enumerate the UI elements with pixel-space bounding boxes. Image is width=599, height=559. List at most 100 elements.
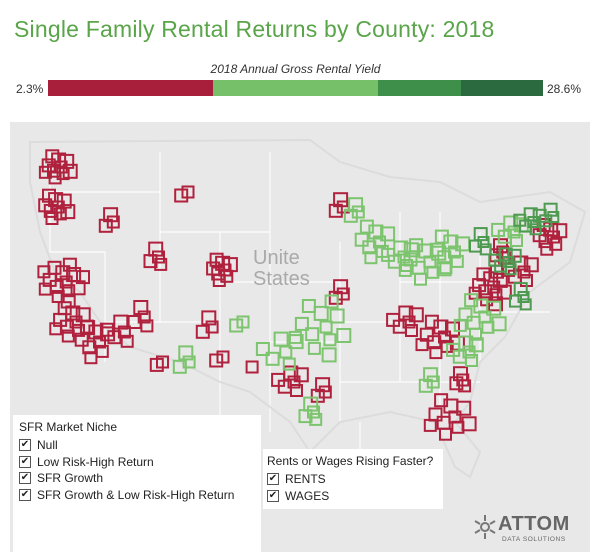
- county-marker[interactable]: [491, 316, 507, 332]
- checkbox-checked-icon[interactable]: ✔: [19, 439, 31, 452]
- county-marker[interactable]: [453, 318, 467, 332]
- county-marker[interactable]: [504, 263, 517, 276]
- county-marker[interactable]: [449, 376, 464, 391]
- county-marker[interactable]: [133, 300, 149, 315]
- county-marker[interactable]: [507, 248, 522, 263]
- county-marker[interactable]: [517, 291, 530, 303]
- county-marker[interactable]: [319, 320, 333, 334]
- county-marker[interactable]: [324, 294, 339, 309]
- county-marker[interactable]: [343, 208, 358, 223]
- niche-option-null[interactable]: ✔ Null: [19, 437, 261, 454]
- county-marker[interactable]: [178, 345, 194, 361]
- county-marker[interactable]: [469, 327, 482, 341]
- county-marker[interactable]: [415, 338, 429, 352]
- county-marker[interactable]: [307, 405, 320, 419]
- checkbox-checked-icon[interactable]: ✔: [267, 489, 279, 502]
- county-marker[interactable]: [293, 367, 309, 383]
- county-marker[interactable]: [458, 379, 472, 393]
- county-marker[interactable]: [473, 227, 488, 242]
- county-marker[interactable]: [209, 252, 224, 267]
- county-marker[interactable]: [309, 412, 323, 426]
- county-marker[interactable]: [148, 241, 164, 257]
- checkbox-checked-icon[interactable]: ✔: [19, 488, 31, 501]
- county-marker[interactable]: [464, 293, 479, 308]
- county-marker[interactable]: [290, 384, 303, 397]
- county-marker[interactable]: [265, 351, 280, 366]
- county-marker[interactable]: [61, 329, 75, 343]
- county-marker[interactable]: [552, 223, 568, 239]
- county-marker[interactable]: [543, 202, 558, 217]
- county-marker[interactable]: [458, 307, 473, 322]
- county-marker[interactable]: [477, 236, 490, 248]
- county-marker[interactable]: [486, 300, 502, 316]
- county-marker[interactable]: [456, 400, 472, 416]
- county-marker[interactable]: [434, 393, 449, 408]
- county-marker[interactable]: [38, 165, 52, 179]
- county-marker[interactable]: [154, 257, 168, 271]
- county-marker[interactable]: [282, 357, 296, 371]
- county-marker[interactable]: [439, 261, 453, 275]
- county-marker[interactable]: [79, 319, 94, 334]
- county-marker[interactable]: [386, 312, 401, 327]
- county-marker[interactable]: [120, 334, 134, 348]
- county-marker[interactable]: [354, 232, 369, 247]
- county-marker[interactable]: [305, 327, 320, 342]
- county-marker[interactable]: [472, 278, 487, 293]
- checkbox-checked-icon[interactable]: ✔: [267, 473, 279, 486]
- niche-option-low-risk-high-return[interactable]: ✔ Low Risk-High Return: [19, 454, 261, 471]
- county-marker[interactable]: [140, 319, 154, 333]
- rents-option-wages[interactable]: ✔ WAGES: [267, 488, 443, 505]
- county-marker[interactable]: [418, 378, 433, 393]
- county-marker[interactable]: [488, 296, 503, 312]
- county-marker[interactable]: [113, 314, 129, 330]
- county-marker[interactable]: [82, 340, 97, 355]
- county-marker[interactable]: [201, 310, 217, 326]
- county-marker[interactable]: [411, 260, 426, 275]
- county-marker[interactable]: [307, 341, 321, 355]
- county-marker[interactable]: [333, 279, 349, 295]
- county-marker[interactable]: [107, 330, 122, 345]
- county-marker[interactable]: [434, 229, 449, 244]
- county-marker[interactable]: [49, 322, 63, 336]
- rents-option-rents[interactable]: ✔ RENTS: [267, 471, 443, 488]
- county-marker[interactable]: [103, 207, 119, 223]
- county-marker[interactable]: [359, 219, 374, 234]
- county-marker[interactable]: [461, 416, 477, 432]
- county-marker[interactable]: [510, 234, 523, 247]
- county-marker[interactable]: [303, 396, 319, 412]
- county-marker[interactable]: [255, 342, 270, 356]
- county-marker[interactable]: [513, 282, 528, 297]
- county-marker[interactable]: [465, 354, 478, 367]
- county-marker[interactable]: [45, 149, 60, 164]
- county-marker[interactable]: [409, 238, 424, 253]
- county-marker[interactable]: [38, 198, 53, 213]
- county-marker[interactable]: [41, 158, 56, 173]
- county-marker[interactable]: [445, 321, 460, 337]
- county-marker[interactable]: [60, 204, 76, 220]
- county-marker[interactable]: [547, 211, 560, 223]
- county-marker[interactable]: [205, 320, 219, 334]
- county-marker[interactable]: [182, 355, 196, 369]
- county-marker[interactable]: [273, 331, 289, 347]
- county-marker[interactable]: [212, 274, 226, 287]
- county-marker[interactable]: [62, 257, 77, 272]
- county-marker[interactable]: [98, 218, 113, 233]
- county-marker[interactable]: [321, 347, 337, 363]
- county-marker[interactable]: [403, 242, 419, 258]
- county-marker[interactable]: [348, 197, 364, 213]
- county-marker[interactable]: [301, 299, 316, 313]
- county-marker[interactable]: [172, 359, 187, 374]
- county-marker[interactable]: [315, 377, 331, 393]
- county-marker[interactable]: [42, 188, 56, 203]
- county-marker[interactable]: [491, 222, 506, 237]
- county-marker[interactable]: [149, 357, 164, 372]
- county-marker[interactable]: [336, 328, 352, 343]
- county-marker[interactable]: [446, 342, 461, 357]
- county-marker[interactable]: [229, 318, 244, 333]
- county-marker[interactable]: [313, 305, 329, 321]
- checkbox-checked-icon[interactable]: ✔: [19, 455, 31, 468]
- county-marker[interactable]: [479, 243, 492, 256]
- county-marker[interactable]: [76, 270, 90, 285]
- county-marker[interactable]: [328, 203, 343, 218]
- county-marker[interactable]: [195, 324, 210, 339]
